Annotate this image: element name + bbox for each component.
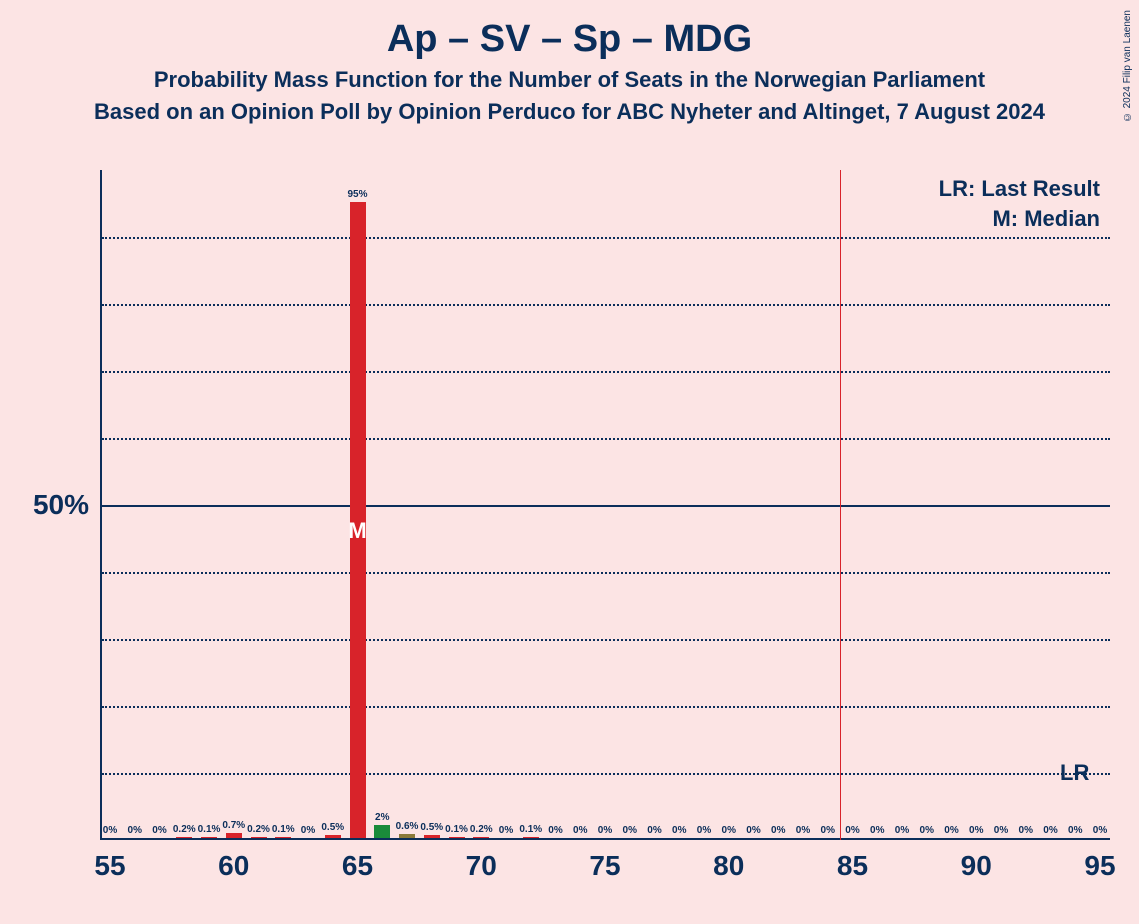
bar-value-label: 0% xyxy=(499,825,513,836)
bar-value-label: 0.5% xyxy=(420,822,443,833)
grid-line xyxy=(102,438,1110,440)
chart-plot-area: LR: Last Result M: Median 0%0%0%0.2%0.1%… xyxy=(100,170,1110,840)
x-tick-label: 85 xyxy=(837,850,868,882)
legend-m: M: Median xyxy=(939,206,1100,232)
bar xyxy=(251,837,267,838)
bar-value-label: 0% xyxy=(573,825,587,836)
bar-value-label: 0.1% xyxy=(198,824,221,835)
bar-value-label: 0% xyxy=(994,825,1008,836)
bar-value-label: 0% xyxy=(301,825,315,836)
x-tick-label: 75 xyxy=(589,850,620,882)
bar xyxy=(399,834,415,838)
copyright-text: © 2024 Filip van Laenen xyxy=(1122,10,1133,122)
bar-value-label: 0% xyxy=(845,825,859,836)
chart-titles: Ap – SV – Sp – MDG Probability Mass Func… xyxy=(0,0,1139,125)
bar xyxy=(449,837,465,838)
bar-value-label: 0% xyxy=(1068,825,1082,836)
bar-value-label: 0% xyxy=(895,825,909,836)
bar-value-label: 0% xyxy=(722,825,736,836)
bar xyxy=(201,837,217,838)
bar-value-label: 0% xyxy=(1019,825,1033,836)
bar-value-label: 0.1% xyxy=(519,824,542,835)
y-tick-label-50: 50% xyxy=(9,489,89,521)
bar-value-label: 0% xyxy=(771,825,785,836)
bar-value-label: 0.1% xyxy=(445,824,468,835)
bar-value-label: 0% xyxy=(944,825,958,836)
bar-value-label: 0% xyxy=(548,825,562,836)
lr-line xyxy=(840,170,841,840)
x-tick-label: 55 xyxy=(94,850,125,882)
x-tick-label: 70 xyxy=(466,850,497,882)
x-tick-label: 65 xyxy=(342,850,373,882)
bar-value-label: 0% xyxy=(796,825,810,836)
x-tick-label: 80 xyxy=(713,850,744,882)
legend-lr: LR: Last Result xyxy=(939,176,1100,202)
bar-value-label: 95% xyxy=(347,189,367,200)
bar-value-label: 0% xyxy=(128,825,142,836)
bar-value-label: 0% xyxy=(1093,825,1107,836)
grid-line xyxy=(102,505,1110,507)
bar-value-label: 0.2% xyxy=(247,824,270,835)
chart-subtitle-2: Based on an Opinion Poll by Opinion Perd… xyxy=(0,99,1139,125)
bar-value-label: 0% xyxy=(672,825,686,836)
bar-value-label: 0% xyxy=(920,825,934,836)
bar xyxy=(473,837,489,838)
x-tick-label: 95 xyxy=(1084,850,1115,882)
bar-value-label: 0.1% xyxy=(272,824,295,835)
bar-value-label: 2% xyxy=(375,812,389,823)
bar-value-label: 0% xyxy=(152,825,166,836)
bar-value-label: 0.5% xyxy=(321,822,344,833)
x-tick-label: 90 xyxy=(961,850,992,882)
bar-value-label: 0% xyxy=(746,825,760,836)
bar-value-label: 0% xyxy=(870,825,884,836)
bar xyxy=(424,835,440,838)
grid-line xyxy=(102,773,1110,775)
bar-value-label: 0.6% xyxy=(396,821,419,832)
bar-value-label: 0% xyxy=(821,825,835,836)
bar-value-label: 0.2% xyxy=(470,824,493,835)
chart-legend: LR: Last Result M: Median xyxy=(939,176,1100,236)
bar xyxy=(374,825,390,838)
bar xyxy=(523,837,539,838)
chart-title: Ap – SV – Sp – MDG xyxy=(0,18,1139,61)
grid-line xyxy=(102,371,1110,373)
bar-value-label: 0% xyxy=(647,825,661,836)
grid-line xyxy=(102,706,1110,708)
bar xyxy=(226,833,242,838)
bar-value-label: 0.2% xyxy=(173,824,196,835)
bar-value-label: 0% xyxy=(623,825,637,836)
bar-value-label: 0% xyxy=(103,825,117,836)
m-marker-label: M xyxy=(348,518,366,544)
bar-value-label: 0% xyxy=(969,825,983,836)
lr-marker-label: LR xyxy=(1060,760,1089,786)
x-tick-label: 60 xyxy=(218,850,249,882)
bar xyxy=(325,835,341,838)
bar-value-label: 0% xyxy=(697,825,711,836)
bar-value-label: 0% xyxy=(1043,825,1057,836)
grid-line xyxy=(102,237,1110,239)
grid-line xyxy=(102,639,1110,641)
bar xyxy=(176,837,192,838)
bar xyxy=(275,837,291,838)
chart-subtitle-1: Probability Mass Function for the Number… xyxy=(0,67,1139,93)
x-axis xyxy=(100,838,1110,840)
bar-value-label: 0.7% xyxy=(222,820,245,831)
bar-value-label: 0% xyxy=(598,825,612,836)
grid-line xyxy=(102,304,1110,306)
grid-line xyxy=(102,572,1110,574)
